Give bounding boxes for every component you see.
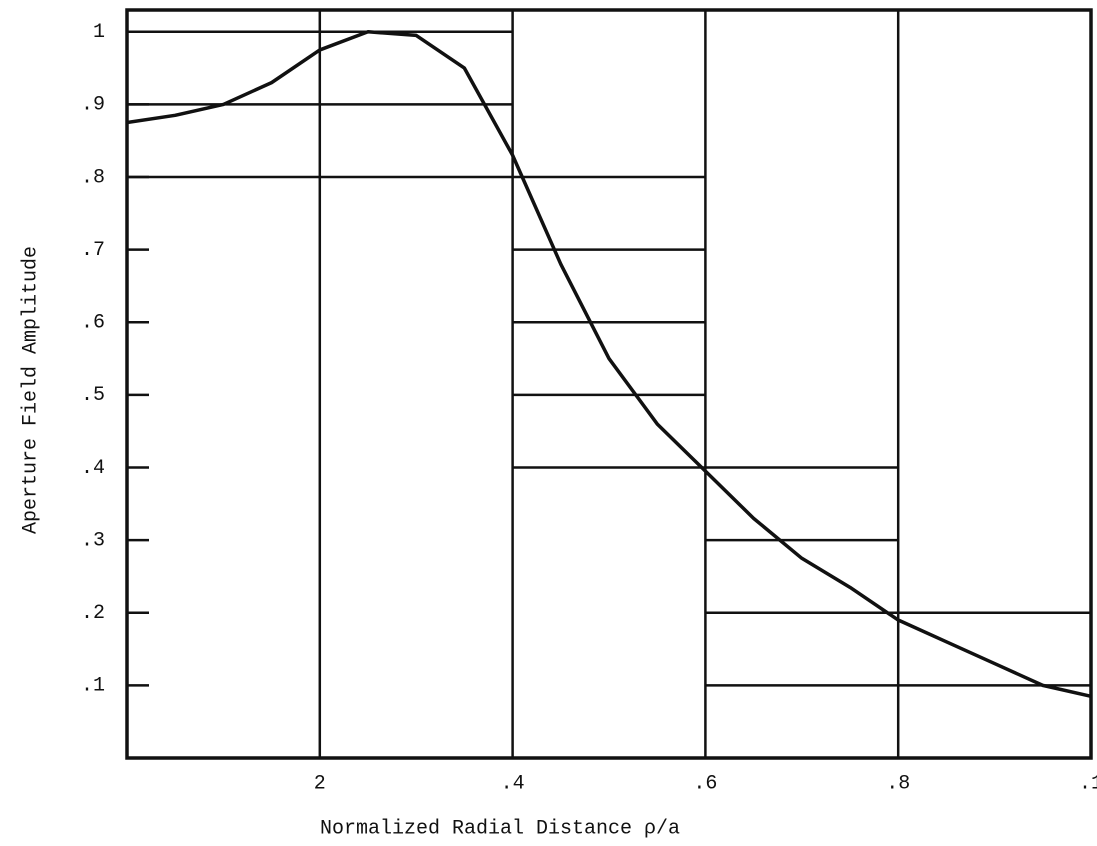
x-tick-label: .8 — [886, 772, 910, 795]
y-tick-label: 1 — [93, 21, 105, 44]
y-tick-label: .4 — [81, 457, 105, 480]
y-tick-label: .9 — [81, 94, 105, 117]
y-tick-label: .5 — [81, 384, 105, 407]
x-tick-label: .6 — [693, 772, 717, 795]
y-tick-label: .2 — [81, 602, 105, 625]
x-axis-label: Normalized Radial Distance ρ/a — [320, 817, 680, 840]
y-axis-label: Aperture Field Amplitude — [19, 246, 42, 534]
plot-frame — [125, 8, 1093, 760]
y-tick-label: .1 — [81, 675, 105, 698]
y-tick-label: .6 — [81, 312, 105, 335]
y-tick-label: .8 — [81, 166, 105, 189]
curve — [126, 30, 1092, 698]
y-tick-label: .7 — [81, 239, 105, 262]
x-tick-label: .1 — [1079, 772, 1097, 795]
x-tick-label: 2 — [314, 772, 326, 795]
x-tick-label: .4 — [501, 772, 525, 795]
y-tick-label: .3 — [81, 529, 105, 552]
